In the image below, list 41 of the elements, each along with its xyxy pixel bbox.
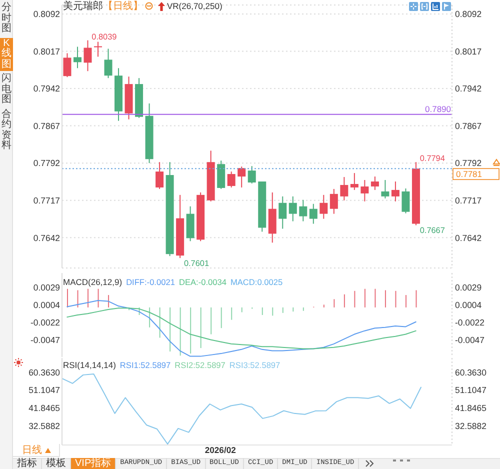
y-tick-label: 0.7717 xyxy=(33,195,60,206)
legend-label: RSI1:52.5897 xyxy=(120,360,171,370)
y-tick-label: 0.7642 xyxy=(33,232,60,243)
text: K线图 xyxy=(2,38,12,70)
y-tick-label: 0.0004 xyxy=(455,300,482,310)
annotation: 0.7601 xyxy=(184,259,210,268)
y-tick-label: 0.7792 xyxy=(33,158,60,168)
text: 模板 xyxy=(46,458,66,469)
annotation: 0.8039 xyxy=(92,32,118,42)
text: RSI3:52.5897 xyxy=(229,360,280,370)
text: MACD(26,12,9) xyxy=(63,277,122,287)
chart-subtitle: 【日线】 xyxy=(103,1,143,12)
text: 分时图 xyxy=(2,2,12,34)
x-tick-label: 2026/02 xyxy=(204,445,236,456)
annotation: MACD:0.0025 xyxy=(230,277,283,287)
annotation: VR(26,70,250) xyxy=(167,1,222,11)
text: DIFF:-0.0021 xyxy=(126,277,175,287)
chart-title: RSI(14,14,14) xyxy=(63,360,116,370)
y-tick-label: -0.0047 xyxy=(455,334,485,345)
text: VIP指标 xyxy=(75,458,112,469)
y-tick-label: 0.8017 xyxy=(33,46,60,56)
y-tick-label: 0.7942 xyxy=(33,84,60,94)
ref-line-label: 0.7890 xyxy=(425,104,452,114)
text: 闪电图 xyxy=(2,73,12,105)
y-tick-label: 0.7867 xyxy=(33,120,60,131)
y-tick-label: 0.0029 xyxy=(455,282,482,293)
annotation: 0.7794 xyxy=(420,154,446,164)
annotation: 0.7667 xyxy=(420,226,446,236)
chart-title: 美元瑞郎 xyxy=(63,1,103,12)
text: 合约资料 xyxy=(2,108,12,151)
text: 日线 xyxy=(22,445,42,456)
y-tick-label: 0.8092 xyxy=(33,9,60,20)
legend-label: RSI2:52.5897 xyxy=(174,360,226,370)
y-tick-label: 60.3630 xyxy=(455,367,487,378)
ref-line-label: 0.7781 xyxy=(456,169,482,180)
text: DEA:-0.0034 xyxy=(178,277,226,287)
y-tick-label: 41.8465 xyxy=(455,403,487,414)
y-tick-label: -0.0022 xyxy=(455,318,485,328)
text: 指标 xyxy=(17,458,37,469)
y-tick-label: 51.1047 xyxy=(455,385,487,396)
y-tick-label: 32.5882 xyxy=(455,420,487,431)
